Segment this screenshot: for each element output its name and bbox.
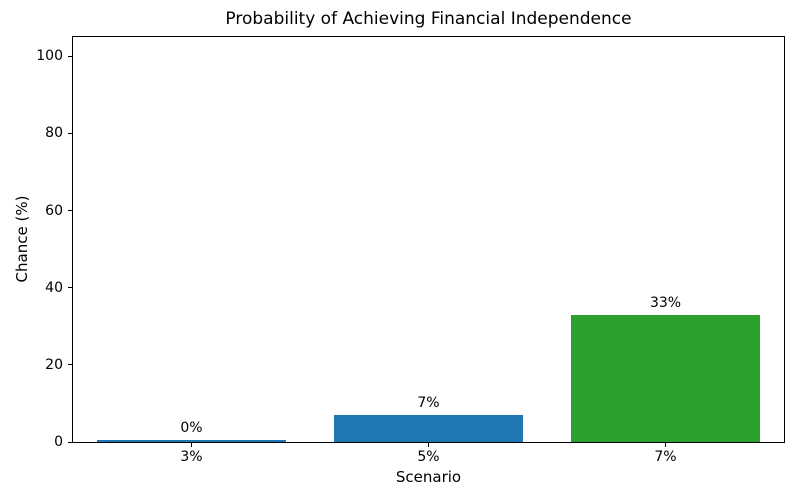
y-tick-mark: [68, 132, 72, 134]
y-axis-label: Chance (%): [13, 195, 31, 283]
y-tick-mark: [68, 287, 72, 289]
chart-title: Probability of Achieving Financial Indep…: [225, 9, 632, 29]
x-tick-mark: [665, 443, 666, 447]
plot-area: 0% 3% 7% 5% 33% 7% 0 20 40 60 80 100: [36, 36, 785, 465]
x-axis-label: Scenario: [395, 468, 462, 486]
bar-5%: [333, 415, 524, 442]
y-tick-label: 60: [45, 202, 63, 219]
y-tick-label: 40: [45, 279, 63, 296]
y-tick-label: 20: [45, 356, 63, 373]
bar-value-label: 33%: [649, 295, 682, 311]
y-tick-mark: [68, 441, 72, 443]
y-tick-label: 100: [36, 48, 63, 65]
x-tick-label: 5%: [417, 449, 440, 465]
bar-3%: [96, 440, 287, 442]
x-tick-mark: [428, 443, 429, 447]
bar-value-label: 7%: [417, 395, 440, 411]
bar-7%: [570, 315, 761, 442]
y-tick-mark: [68, 55, 72, 57]
y-tick-label: 80: [45, 125, 63, 142]
bar-value-label: 0%: [180, 420, 203, 436]
y-tick-mark: [68, 210, 72, 212]
y-tick-label: 0: [54, 434, 63, 450]
x-tick-mark: [191, 443, 192, 447]
x-tick-label: 3%: [180, 449, 203, 465]
x-tick-label: 7%: [654, 449, 677, 465]
y-tick-mark: [68, 364, 72, 366]
